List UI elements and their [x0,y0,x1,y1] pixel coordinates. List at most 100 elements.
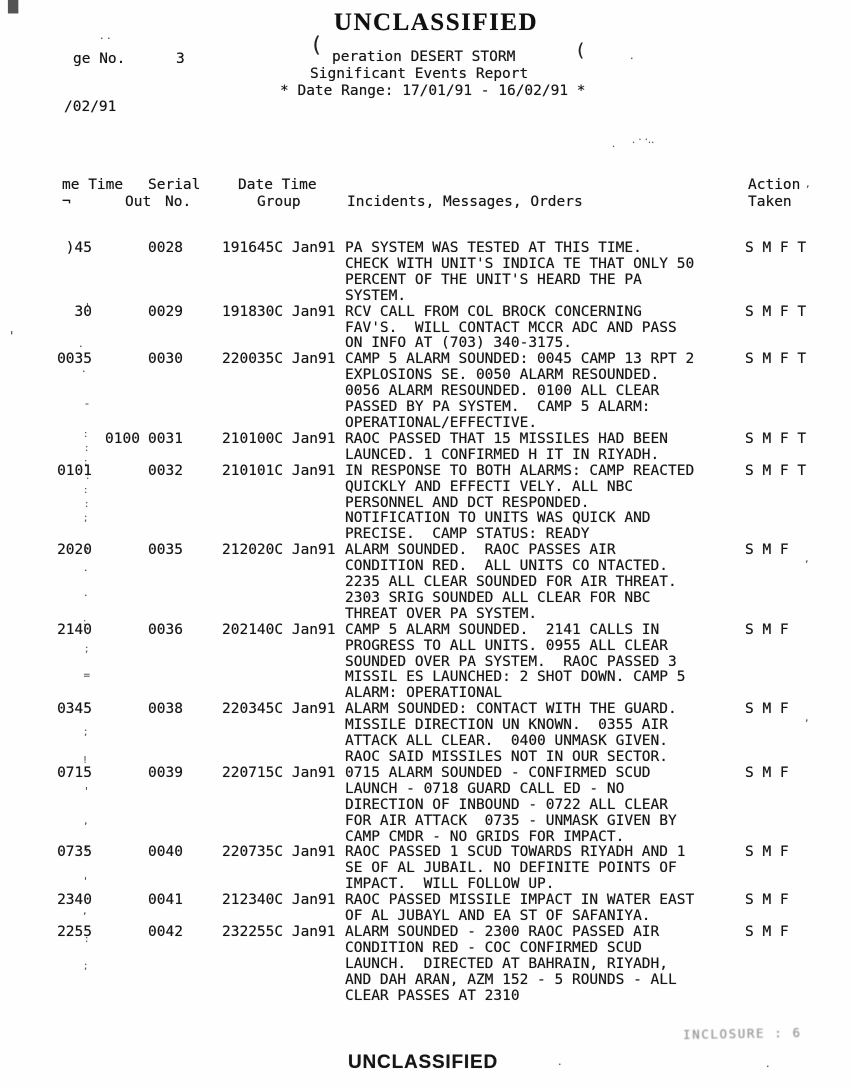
row-date-time-group: 210100C Jan91 [222,430,336,447]
row-action-taken: S M F [745,701,789,718]
col-header-serial: Serial [148,177,201,193]
row-serial-no: 0042 [148,923,183,940]
col-header-time: me Time [62,177,124,193]
row-action-taken: S M F [745,764,789,781]
scan-noise-mark: , [805,711,809,724]
row-action-taken: S M F [745,621,789,638]
row-action-taken: S M F T [745,462,807,479]
row-date-time-group: 232255C Jan91 [222,923,336,940]
row-action-taken: S M F [745,892,789,909]
scan-noise-mark: ' [86,301,90,314]
scan-noise-mark: : [85,499,89,510]
row-time-in: )45 [65,240,92,256]
row-message: 0715 ALARM SOUNDED - CONFIRMED SCUD LAUN… [345,764,677,845]
row-time-in: 2140 [57,621,92,638]
row-action-taken: S M F T [745,240,807,256]
row-action-taken: S M F T [745,303,807,320]
scan-paren-mark-left: ( [310,33,323,57]
scan-noise-mark: · [84,589,88,602]
row-date-time-group: 212020C Jan91 [222,542,336,559]
row-date-time-group: 202140C Jan91 [222,621,336,638]
row-action-taken: S M F [745,542,789,559]
table-row: 2255 0042 232255C Jan91 ALARM SOUNDED - 230… [0,923,850,1005]
row-serial-no: 0040 [148,844,183,861]
scan-noise-mark: , [83,904,87,917]
col-header-cut-glyph: ¬ [62,194,71,210]
row-message: RAOC PASSED MISSILE IMPACT IN WATER EAST… [345,892,695,925]
col-header-action: Action [748,177,801,193]
row-message: PA SYSTEM WAS TESTED AT THIS TIME. CHECK… [345,240,695,304]
scan-noise-mark: = [83,671,91,681]
row-date-time-group: 220345C Jan91 [222,701,336,718]
row-time-in: 0101 [57,462,92,479]
row-serial-no: 0030 [148,351,183,368]
scan-noise-mark: ; [85,644,89,655]
scan-noise-mark: . [612,139,616,150]
scan-noise-mark: : [84,457,88,468]
scan-noise-mark: : [85,699,89,710]
table-row: 2140 0036 202140C Jan91 CAMP 5 ALARM SOUNDE… [0,621,850,703]
scan-noise-mark: █ [8,0,18,14]
scan-noise-mark: ' [10,329,14,343]
row-date-time-group: 191645C Jan91 [222,240,336,256]
row-message: CAMP 5 ALARM SOUNDED: 0045 CAMP 13 RPT 2… [345,351,695,431]
scan-noise-mark: ! [83,755,88,766]
table-row: 0715 0039 220715C Jan91 0715 ALARM SOUNDED … [0,764,850,846]
scan-noise-mark: : [83,617,87,628]
table-row: 0035 0030 220035C Jan91 CAMP 5 ALARM SOUNDE… [0,351,850,432]
enclosure-stamp: INCLOSURE : 6 [682,1024,802,1043]
scan-noise-mark: . · ·.. [632,135,655,146]
classification-banner-bottom: UNCLASSIFIED [348,1052,498,1073]
row-time-in: 2020 [57,542,92,559]
row-date-time-group: 220715C Jan91 [222,764,336,781]
col-header-out: Out [125,194,152,210]
row-action-taken: S M F T [745,430,807,447]
row-serial-no: 0039 [148,764,183,781]
row-action-taken: S M F [745,844,789,861]
scan-noise-mark: . [84,561,88,574]
row-time-in: 0715 [57,764,92,781]
scan-noise-mark: : [86,471,90,482]
scan-noise-mark: . [766,1057,770,1070]
row-serial-no: 0029 [148,303,183,320]
scan-noise-mark: ; [84,513,88,524]
row-message: RAOC PASSED 1 SCUD TOWARDS RIYADH AND 1 … [345,844,686,893]
table-row: 0345 0038 220345C Jan91 ALARM SOUNDED: CONT… [0,701,850,766]
page-number-value: 3 [176,51,185,67]
row-message: RAOC PASSED THAT 15 MISSILES HAD BEEN LA… [345,430,669,463]
row-message: IN RESPONSE TO BOTH ALARMS: CAMP REACTED… [345,462,695,543]
row-serial-no: 0038 [148,701,183,718]
col-header-date-time: Date Time [238,177,317,193]
row-serial-no: 0031 [148,430,183,447]
scan-noise-mark: : [84,485,88,496]
row-serial-no: 0035 [148,542,183,559]
report-date-range: * Date Range: 17/01/91 - 16/02/91 * [280,83,586,99]
col-header-incidents: Incidents, Messages, Orders [347,194,583,210]
classification-banner-top: UNCLASSIFIED [333,9,539,36]
table-row: 30 0029 191830C Jan91 RCV CALL FROM COL BRO… [0,303,850,353]
table-row: 0100 0031 210100C Jan91 RAOC PASSED THAT 15… [0,430,850,464]
scan-noise-mark: ; [84,961,88,972]
row-serial-no: 0028 [148,240,183,256]
scan-noise-mark: ' [84,875,88,888]
scan-noise-mark: : [85,844,89,855]
scan-noise-mark: : [84,429,88,440]
table-row: 0735 0040 220735C Jan91 RAOC PASSED 1 SCUD … [0,845,850,893]
table-row: 0101 0032 210101C Jan91 IN RESPONSE TO BOTH… [0,462,850,544]
row-date-time-group: 210101C Jan91 [222,462,336,479]
row-time-in: 0735 [57,844,92,861]
scan-paren-mark-right: ( [575,40,586,61]
row-time-in: 0035 [57,351,92,368]
row-serial-no: 0032 [148,462,183,479]
row-time-in: 0345 [57,701,92,718]
page-number-label: ge No. [73,51,126,67]
scan-noise-mark: . . [100,29,111,42]
row-time-in: 2255 [57,923,92,940]
scan-noise-mark: - [85,397,89,410]
scan-noise-mark: : [85,544,89,555]
table-row: )45 0028 191645C Jan91 PA SYSTEM WAS TESTED… [0,240,850,305]
row-serial-no: 0036 [148,621,183,638]
table-row: 2340 0041 212340C Jan91 RAOC PASSED MISSILE… [0,892,850,925]
col-header-group: Group [257,194,301,210]
